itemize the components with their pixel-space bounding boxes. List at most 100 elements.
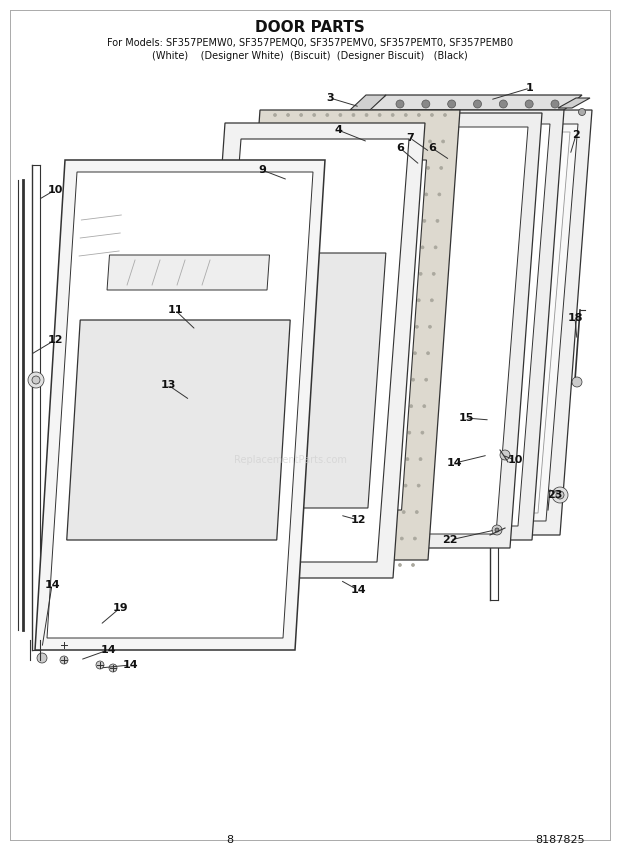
Circle shape xyxy=(391,299,394,302)
Circle shape xyxy=(492,525,502,535)
Circle shape xyxy=(376,510,379,514)
Circle shape xyxy=(389,325,392,328)
Circle shape xyxy=(298,140,301,143)
Circle shape xyxy=(500,450,510,460)
Circle shape xyxy=(402,325,405,328)
Circle shape xyxy=(326,484,329,487)
Circle shape xyxy=(448,100,456,108)
Circle shape xyxy=(397,219,400,223)
Text: 7: 7 xyxy=(406,133,414,143)
Circle shape xyxy=(345,219,347,223)
Circle shape xyxy=(307,563,310,567)
Circle shape xyxy=(384,219,387,223)
Circle shape xyxy=(414,166,417,169)
Circle shape xyxy=(285,140,288,143)
Circle shape xyxy=(417,114,420,116)
Circle shape xyxy=(281,193,284,196)
Circle shape xyxy=(428,325,432,328)
Circle shape xyxy=(296,537,299,540)
Circle shape xyxy=(430,114,433,116)
Text: ReplacementParts.com: ReplacementParts.com xyxy=(234,455,347,465)
Circle shape xyxy=(357,405,360,407)
Circle shape xyxy=(324,140,327,143)
Circle shape xyxy=(355,431,358,434)
Circle shape xyxy=(307,193,310,196)
Circle shape xyxy=(335,166,338,169)
Circle shape xyxy=(415,510,419,514)
Circle shape xyxy=(386,378,389,381)
Circle shape xyxy=(326,114,329,116)
Circle shape xyxy=(251,431,254,434)
Polygon shape xyxy=(67,320,290,540)
Circle shape xyxy=(331,405,334,407)
Circle shape xyxy=(272,510,275,514)
Circle shape xyxy=(275,458,278,461)
Circle shape xyxy=(376,325,379,328)
Text: 2: 2 xyxy=(572,130,580,140)
Circle shape xyxy=(373,193,376,196)
Circle shape xyxy=(299,484,303,487)
Circle shape xyxy=(382,246,385,249)
Polygon shape xyxy=(340,110,564,540)
Circle shape xyxy=(260,299,264,302)
Circle shape xyxy=(281,378,284,381)
Circle shape xyxy=(290,246,293,249)
Circle shape xyxy=(393,272,396,276)
Circle shape xyxy=(421,246,424,249)
Circle shape xyxy=(419,458,422,461)
Text: 4: 4 xyxy=(334,125,342,135)
Circle shape xyxy=(348,352,351,354)
Circle shape xyxy=(333,563,336,567)
Circle shape xyxy=(260,484,264,487)
Circle shape xyxy=(425,378,428,381)
Circle shape xyxy=(373,378,375,381)
Circle shape xyxy=(347,193,349,196)
Circle shape xyxy=(391,114,394,116)
Circle shape xyxy=(399,193,402,196)
Circle shape xyxy=(60,641,68,649)
Circle shape xyxy=(339,484,342,487)
Circle shape xyxy=(286,299,290,302)
Circle shape xyxy=(296,352,299,354)
Circle shape xyxy=(288,458,291,461)
Circle shape xyxy=(365,299,368,302)
Circle shape xyxy=(273,484,277,487)
Circle shape xyxy=(344,405,347,407)
Polygon shape xyxy=(332,127,528,534)
Circle shape xyxy=(406,272,409,276)
Circle shape xyxy=(404,299,407,302)
Circle shape xyxy=(281,563,284,567)
Polygon shape xyxy=(362,95,582,115)
Circle shape xyxy=(401,352,404,354)
Circle shape xyxy=(340,272,343,276)
Circle shape xyxy=(367,272,370,276)
Circle shape xyxy=(327,272,330,276)
Circle shape xyxy=(335,537,338,540)
Circle shape xyxy=(380,458,383,461)
Circle shape xyxy=(415,325,419,328)
Circle shape xyxy=(499,100,507,108)
Circle shape xyxy=(277,431,280,434)
Circle shape xyxy=(272,325,275,328)
Polygon shape xyxy=(558,98,590,108)
Text: 12: 12 xyxy=(47,335,63,345)
Circle shape xyxy=(286,484,290,487)
Circle shape xyxy=(430,299,433,302)
Circle shape xyxy=(350,510,353,514)
Circle shape xyxy=(388,537,390,540)
Circle shape xyxy=(309,352,312,354)
Circle shape xyxy=(353,458,356,461)
Circle shape xyxy=(402,140,405,143)
Text: 6: 6 xyxy=(428,143,436,153)
Circle shape xyxy=(358,219,360,223)
Circle shape xyxy=(320,563,323,567)
Text: 3: 3 xyxy=(326,93,334,103)
Circle shape xyxy=(270,166,273,169)
Circle shape xyxy=(264,431,267,434)
Circle shape xyxy=(60,656,68,664)
Circle shape xyxy=(346,563,349,567)
Circle shape xyxy=(342,431,345,434)
Circle shape xyxy=(270,537,273,540)
Circle shape xyxy=(283,352,286,354)
Circle shape xyxy=(410,405,413,407)
